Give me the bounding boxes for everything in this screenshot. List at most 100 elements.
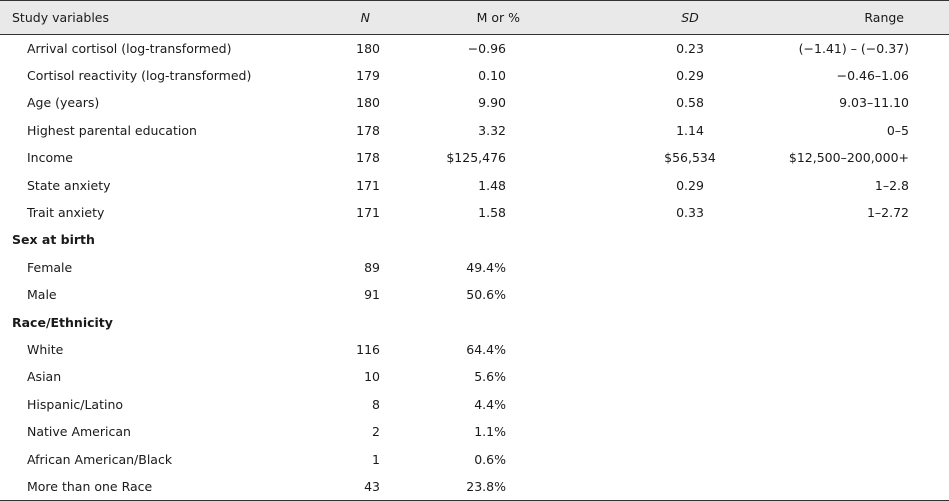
header-cell: N: [360, 10, 370, 25]
table-cell: 91: [364, 287, 380, 303]
table-cell: 43: [364, 478, 380, 494]
empty-cell: [630, 336, 750, 363]
table-cell: $56,534: [664, 150, 716, 166]
table-cell: Age (years): [27, 95, 100, 111]
empty-cell: [750, 254, 949, 281]
table-cell: African American/Black: [27, 451, 173, 467]
table-cell: 49.4%: [466, 259, 506, 275]
table-body: Arrival cortisol (log-transformed) 180 −0.…: [0, 35, 949, 501]
table-cell: Hispanic/Latino: [27, 396, 124, 412]
table-row: African American/Black 1 0.6%: [0, 445, 949, 472]
table-cell: 10: [364, 369, 380, 385]
table-cell: Trait anxiety: [27, 205, 105, 221]
table-cell: 64.4%: [466, 341, 506, 357]
table-cell: Female: [27, 259, 73, 275]
empty-cell: [630, 363, 750, 390]
header-row: Study variables N M or % SD Range: [0, 0, 949, 35]
empty-cell: [750, 418, 949, 445]
table-cell: 89: [364, 259, 380, 275]
table-cell: Income: [27, 150, 73, 166]
table-row: Income 178 $125,476 $56,534 $12,500–200,000+: [0, 144, 949, 171]
table-row: Age (years) 180 9.90 0.58 9.03–11.10: [0, 89, 949, 116]
table-cell: 0.23: [676, 40, 704, 56]
table-row: Arrival cortisol (log-transformed) 180 −0.…: [0, 35, 949, 62]
empty-cell: [750, 336, 949, 363]
table-cell: More than one Race: [27, 478, 153, 494]
table-row: Native American 2 1.1%: [0, 418, 949, 445]
header-cell: SD: [681, 10, 699, 25]
table-cell: 2: [372, 424, 380, 440]
table-cell: 0.6%: [474, 451, 506, 467]
table-cell: −0.96: [467, 40, 506, 56]
empty-cell: [630, 281, 750, 308]
table-cell: 171: [356, 177, 380, 193]
table-cell: 50.6%: [466, 287, 506, 303]
empty-cell: [750, 473, 949, 500]
table-cell: Highest parental education: [27, 122, 197, 138]
empty-cell: [630, 254, 750, 281]
table-cell: 179: [356, 68, 380, 84]
table-row: State anxiety 171 1.48 0.29 1–2.8: [0, 171, 949, 198]
table-row: Hispanic/Latino 8 4.4%: [0, 391, 949, 418]
table-cell: 1.14: [676, 122, 704, 138]
table-cell: 3.32: [478, 122, 506, 138]
empty-cell: [630, 391, 750, 418]
header-cell: Range: [864, 10, 904, 25]
table-row: More than one Race 43 23.8%: [0, 473, 949, 501]
empty-cell: [630, 418, 750, 445]
table-row: Highest parental education 178 3.32 1.14 0–5: [0, 117, 949, 144]
table-cell: $125,476: [446, 150, 506, 166]
table-row: Male 91 50.6%: [0, 281, 949, 308]
empty-cell: [750, 281, 949, 308]
table-cell: 0.29: [676, 68, 704, 84]
table-cell: −0.46–1.06: [836, 68, 909, 84]
table-cell: 1: [372, 451, 380, 467]
table-row: Asian 10 5.6%: [0, 363, 949, 390]
empty-cell: [630, 445, 750, 472]
empty-cell: [630, 473, 750, 500]
table-cell: 0–5: [886, 122, 909, 138]
table-cell: 1.58: [478, 205, 506, 221]
table-cell: 1.48: [478, 177, 506, 193]
table-cell: 4.4%: [474, 396, 506, 412]
table-cell: White: [27, 341, 64, 357]
empty-cell: [750, 391, 949, 418]
table-row: Sex at birth: [0, 226, 949, 253]
table-cell: 1.1%: [474, 424, 506, 440]
table-cell: 116: [356, 341, 380, 357]
table-cell: 180: [356, 95, 380, 111]
table-cell: 180: [356, 40, 380, 56]
table-cell: 9.03–11.10: [839, 95, 909, 111]
table-row: Cortisol reactivity (log-transformed) 179…: [0, 62, 949, 89]
table-cell: 5.6%: [474, 369, 506, 385]
table-cell: Cortisol reactivity (log-transformed): [27, 68, 252, 84]
table-cell: 1–2.8: [874, 177, 909, 193]
section-label: Sex at birth: [12, 232, 95, 248]
table-cell: 171: [356, 205, 380, 221]
table-row: White 116 64.4%: [0, 336, 949, 363]
table-cell: State anxiety: [27, 177, 111, 193]
table-cell: 178: [356, 122, 380, 138]
header-cell: M or %: [476, 10, 520, 25]
table-cell: 0.33: [676, 205, 704, 221]
empty-cell: [750, 445, 949, 472]
table-cell: 9.90: [478, 95, 506, 111]
table-cell: Arrival cortisol (log-transformed): [27, 40, 232, 56]
table-row: Female 89 49.4%: [0, 254, 949, 281]
table-cell: 0.10: [478, 68, 506, 84]
table-cell: (−1.41) – (−0.37): [798, 40, 909, 56]
table-cell: 0.58: [676, 95, 704, 111]
table-cell: 178: [356, 150, 380, 166]
table-row: Race/Ethnicity: [0, 308, 949, 335]
table-cell: 1–2.72: [866, 205, 909, 221]
table-cell: 0.29: [676, 177, 704, 193]
table-cell: Male: [27, 287, 57, 303]
section-label: Race/Ethnicity: [12, 314, 113, 330]
table-row: Trait anxiety 171 1.58 0.33 1–2.72: [0, 199, 949, 226]
table-cell: 8: [372, 396, 380, 412]
header-cell: Study variables: [12, 10, 110, 25]
table-cell: $12,500–200,000+: [788, 150, 909, 166]
empty-cell: [750, 363, 949, 390]
